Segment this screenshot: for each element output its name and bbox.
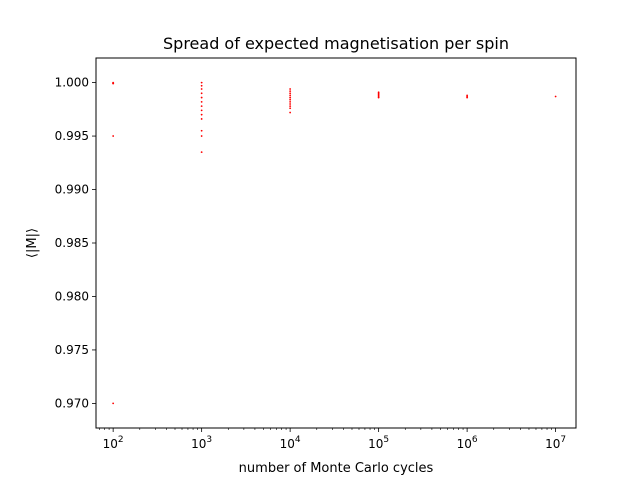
data-point xyxy=(200,151,203,154)
data-points xyxy=(112,81,557,405)
data-point xyxy=(200,92,203,95)
data-point xyxy=(200,118,203,120)
data-point xyxy=(289,98,292,101)
data-point xyxy=(200,135,203,137)
x-tick-label: 102 xyxy=(103,435,124,451)
data-point xyxy=(289,103,292,105)
data-point xyxy=(112,135,115,137)
y-tick-label: 1.000 xyxy=(55,76,89,90)
y-tick-label: 0.985 xyxy=(55,236,89,250)
y-tick-label: 0.990 xyxy=(55,183,89,197)
x-tick-label: 105 xyxy=(368,435,389,451)
data-point xyxy=(200,105,203,108)
data-point xyxy=(289,100,292,103)
x-tick-label: 104 xyxy=(280,435,301,451)
x-tick-label: 107 xyxy=(545,435,566,451)
data-point xyxy=(200,129,203,132)
y-axis-ticks: 0.970 0.975 0.980 0.985 0.990 0.995 1.000 xyxy=(55,76,96,410)
x-tick-label: 106 xyxy=(457,435,478,451)
x-axis-ticks: 102 103 104 105 106 107 xyxy=(99,428,566,451)
plot-area-frame xyxy=(95,57,577,429)
data-point xyxy=(289,92,292,95)
data-point xyxy=(200,113,203,116)
x-tick-label: 103 xyxy=(191,435,212,451)
data-point xyxy=(200,96,203,99)
x-axis-label: number of Monte Carlo cycles xyxy=(239,461,434,476)
data-point xyxy=(289,88,292,90)
data-point xyxy=(377,96,380,99)
chart-title: Spread of expected magnetisation per spi… xyxy=(163,34,509,53)
y-tick-label: 0.970 xyxy=(55,396,89,410)
data-point xyxy=(200,109,203,112)
data-point xyxy=(112,82,115,85)
y-tick-label: 0.975 xyxy=(55,343,89,357)
data-point xyxy=(466,96,469,99)
data-point xyxy=(289,96,292,99)
data-point xyxy=(289,90,292,93)
data-point xyxy=(200,84,203,87)
data-point xyxy=(289,94,292,97)
data-point xyxy=(200,100,203,103)
y-tick-label: 0.980 xyxy=(55,289,89,303)
data-point xyxy=(289,111,292,114)
data-point xyxy=(200,88,203,90)
data-point xyxy=(112,402,115,405)
y-axis-label: ⟨|M|⟩ xyxy=(25,228,40,258)
data-point xyxy=(200,81,203,84)
data-point xyxy=(289,105,292,108)
y-tick-label: 0.995 xyxy=(55,129,89,143)
data-point xyxy=(554,95,557,98)
data-point xyxy=(289,107,292,110)
